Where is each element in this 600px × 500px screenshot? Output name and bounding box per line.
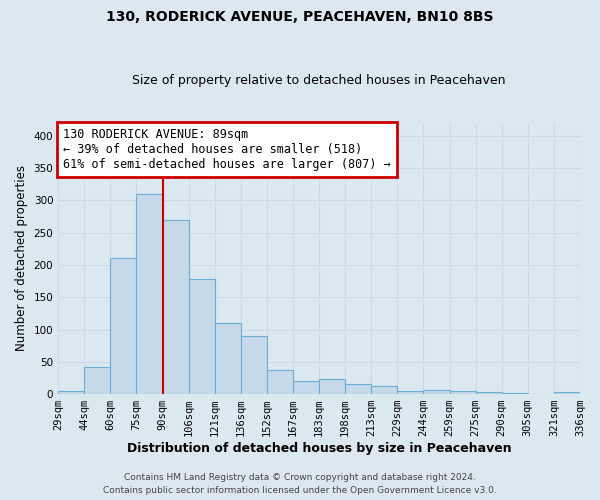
Bar xyxy=(188,279,215,394)
Title: Size of property relative to detached houses in Peacehaven: Size of property relative to detached ho… xyxy=(133,74,506,87)
Bar xyxy=(449,391,476,394)
Text: Contains HM Land Registry data © Crown copyright and database right 2024.
Contai: Contains HM Land Registry data © Crown c… xyxy=(103,474,497,495)
Bar xyxy=(397,391,424,394)
Bar xyxy=(110,258,136,394)
Bar xyxy=(476,392,502,394)
Bar xyxy=(345,384,371,394)
Bar xyxy=(293,381,319,394)
Y-axis label: Number of detached properties: Number of detached properties xyxy=(15,166,28,352)
Bar xyxy=(163,220,188,394)
Text: 130 RODERICK AVENUE: 89sqm
← 39% of detached houses are smaller (518)
61% of sem: 130 RODERICK AVENUE: 89sqm ← 39% of deta… xyxy=(64,128,391,172)
Bar xyxy=(215,323,241,394)
Bar xyxy=(554,392,580,394)
Bar xyxy=(136,194,163,394)
Bar xyxy=(371,386,397,394)
Text: 130, RODERICK AVENUE, PEACEHAVEN, BN10 8BS: 130, RODERICK AVENUE, PEACEHAVEN, BN10 8… xyxy=(106,10,494,24)
Bar xyxy=(319,378,345,394)
Bar xyxy=(58,391,84,394)
Bar xyxy=(267,370,293,394)
Bar xyxy=(84,367,110,394)
Bar xyxy=(424,390,449,394)
X-axis label: Distribution of detached houses by size in Peacehaven: Distribution of detached houses by size … xyxy=(127,442,511,455)
Bar xyxy=(241,336,267,394)
